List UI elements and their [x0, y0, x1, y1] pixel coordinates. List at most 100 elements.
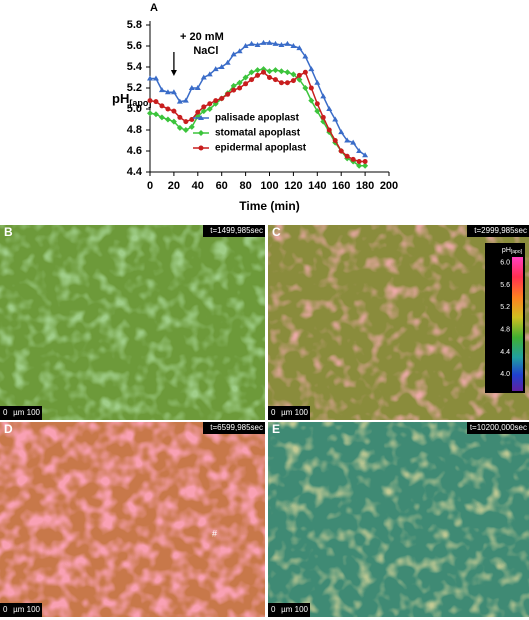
- data-point: [272, 67, 279, 74]
- timestamp-box: [467, 422, 529, 434]
- scale-bar-start: 0: [271, 408, 276, 417]
- data-point: [147, 75, 153, 81]
- data-point: [183, 119, 189, 125]
- data-point: [213, 98, 219, 104]
- data-point: [164, 89, 171, 95]
- data-point: [308, 66, 315, 72]
- data-point: [261, 69, 267, 75]
- data-point: [278, 41, 285, 47]
- data-point: [338, 148, 344, 154]
- y-tick-label: 5.4: [127, 61, 143, 73]
- data-point: [314, 108, 321, 115]
- data-point: [278, 68, 285, 75]
- data-point: [338, 129, 345, 135]
- data-point: [182, 97, 189, 103]
- x-tick-label: 120: [284, 180, 302, 192]
- legend-marker: [198, 145, 204, 151]
- legend-marker: [198, 130, 204, 136]
- data-point: [290, 71, 297, 78]
- annotation-arrowhead: [170, 70, 177, 76]
- data-point: [362, 152, 369, 158]
- data-point: [176, 98, 183, 104]
- data-point: [254, 41, 261, 47]
- timestamp-box: [467, 225, 529, 237]
- data-point: [350, 139, 357, 145]
- data-point: [362, 162, 369, 169]
- x-tick-label: 200: [380, 180, 398, 192]
- annotation-text: NaCl: [193, 45, 218, 57]
- colorbar-tick-label: 4.4: [500, 349, 510, 356]
- data-point: [302, 53, 309, 59]
- data-point: [266, 39, 273, 45]
- data-point: [242, 43, 249, 48]
- annotation-text: + 20 mM: [180, 31, 224, 43]
- scale-bar-box: [0, 406, 42, 420]
- data-point: [188, 123, 195, 130]
- data-point: [147, 98, 153, 104]
- timestamp: t=10200,000sec: [470, 423, 527, 432]
- scale-bar-start: 0: [271, 605, 276, 614]
- data-point: [255, 72, 261, 78]
- data-point: [201, 104, 207, 110]
- panel-label: A: [150, 2, 158, 14]
- x-tick-label: 160: [332, 180, 350, 192]
- data-point: [206, 71, 213, 77]
- data-point: [284, 80, 290, 86]
- data-point: [236, 79, 243, 86]
- data-point: [326, 106, 333, 111]
- y-tick-label: 5.0: [127, 103, 142, 115]
- data-point: [332, 116, 339, 122]
- data-point: [177, 114, 183, 120]
- timestamp: t=1499,985sec: [210, 226, 263, 235]
- panel-label: B: [4, 225, 13, 239]
- y-tick-label: 4.8: [127, 124, 142, 136]
- x-tick-label: 80: [239, 180, 251, 192]
- timestamp: t=2999,985sec: [474, 226, 527, 235]
- data-point: [231, 87, 237, 93]
- data-point: [344, 137, 351, 143]
- x-tick-label: 20: [168, 180, 180, 192]
- data-point: [308, 97, 315, 104]
- y-axis-title-main: pH: [112, 91, 129, 106]
- colorbar-tick-label: 4.8: [500, 326, 510, 333]
- timestamp-box: [203, 422, 265, 434]
- micrograph-texture: [268, 422, 529, 617]
- data-point: [308, 85, 314, 91]
- colorbar-title-main: pH: [502, 247, 511, 254]
- scale-bar-end: µm 100: [281, 605, 308, 614]
- data-point: [272, 77, 278, 83]
- data-point: [164, 116, 171, 123]
- colorbar-title: pH[apo]: [502, 247, 523, 255]
- data-point: [242, 74, 249, 81]
- colorbar-tick-label: 4.0: [500, 371, 510, 378]
- data-point: [218, 64, 225, 69]
- data-point: [236, 48, 243, 54]
- data-point: [230, 82, 237, 89]
- data-point: [272, 40, 279, 46]
- data-point: [188, 85, 195, 90]
- y-axis-title-sub: [apo]: [129, 98, 151, 108]
- data-point: [165, 106, 171, 112]
- data-point: [194, 85, 201, 90]
- data-point: [158, 87, 165, 93]
- colorbar-title-sub: [apo]: [511, 249, 523, 255]
- region-mark: #: [212, 528, 217, 538]
- data-point: [302, 85, 309, 91]
- x-tick-label: 0: [147, 180, 153, 192]
- data-point: [224, 59, 231, 65]
- data-point: [225, 91, 231, 97]
- panel-label: D: [4, 422, 13, 436]
- panel-label: E: [272, 422, 280, 436]
- data-point: [356, 162, 363, 169]
- data-point: [200, 74, 207, 80]
- scale-bar-start: 0: [3, 408, 8, 417]
- micrograph-texture: [0, 225, 265, 420]
- data-point: [296, 45, 303, 51]
- data-point: [182, 127, 189, 133]
- data-point: [170, 89, 177, 95]
- micrograph-texture: [0, 422, 265, 617]
- scale-bar-start: 0: [3, 605, 8, 614]
- x-tick-label: 60: [216, 180, 228, 192]
- data-point: [267, 75, 272, 80]
